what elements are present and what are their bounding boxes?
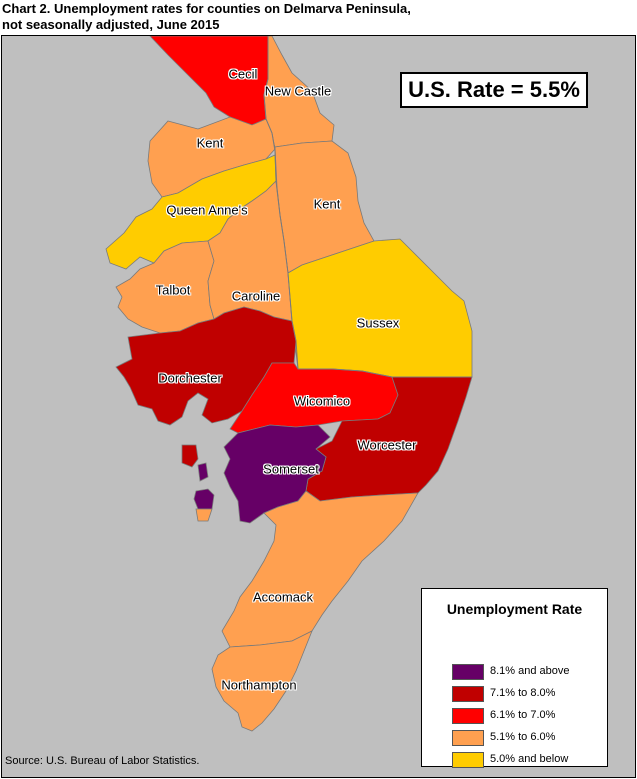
chart-title: Chart 2. Unemployment rates for counties…	[2, 1, 602, 33]
label-wicomico: Wicomico	[293, 393, 351, 409]
county-accomack-island	[195, 508, 213, 522]
label-dorchester: Dorchester	[158, 370, 222, 386]
label-caroline: Caroline	[231, 288, 281, 304]
county-northampton	[211, 630, 313, 732]
label-worcester: Worcester	[357, 437, 417, 453]
label-somerset: Somerset	[263, 461, 319, 477]
legend-swatch	[452, 686, 484, 702]
label-kent-md: Kent	[196, 135, 224, 151]
legend-label: 7.1% to 8.0%	[490, 687, 556, 699]
us-rate-box: U.S. Rate = 5.5%	[400, 72, 588, 108]
legend-title: Unemployment Rate	[446, 601, 583, 617]
label-northampton: Northampton	[221, 677, 297, 693]
label-accomack: Accomack	[253, 589, 313, 605]
county-dorchester-island	[181, 444, 199, 468]
legend-label: 5.0% and below	[490, 753, 569, 765]
label-new-castle: New Castle	[264, 83, 332, 99]
legend-label: 8.1% and above	[490, 665, 570, 677]
label-queen-annes: Queen Anne's	[166, 202, 248, 218]
legend-swatch	[452, 730, 484, 746]
label-sussex: Sussex	[356, 315, 400, 331]
legend-swatch	[452, 708, 484, 724]
legend-swatch	[452, 752, 484, 768]
legend-label: 5.1% to 6.0%	[490, 731, 556, 743]
county-somerset-island-2	[197, 462, 209, 482]
source-note: Source: U.S. Bureau of Labor Statistics.	[5, 755, 200, 767]
map-svg	[105, 36, 473, 732]
legend: Unemployment Rate 8.1% and above 7.1% to…	[421, 588, 608, 768]
legend-swatch	[452, 664, 484, 680]
chart-title-line-1: Chart 2. Unemployment rates for counties…	[2, 1, 411, 16]
chart-title-line-2: not seasonally adjusted, June 2015	[2, 17, 220, 32]
state-boundary	[263, 36, 472, 378]
label-cecil: Cecil	[228, 66, 258, 82]
label-kent-de: Kent	[313, 196, 341, 212]
label-talbot: Talbot	[155, 282, 191, 298]
county-dorchester	[115, 306, 297, 426]
map-area: Cecil New Castle Kent Queen Anne's Kent …	[1, 35, 636, 778]
county-somerset-island	[193, 488, 215, 510]
legend-label: 6.1% to 7.0%	[490, 709, 556, 721]
